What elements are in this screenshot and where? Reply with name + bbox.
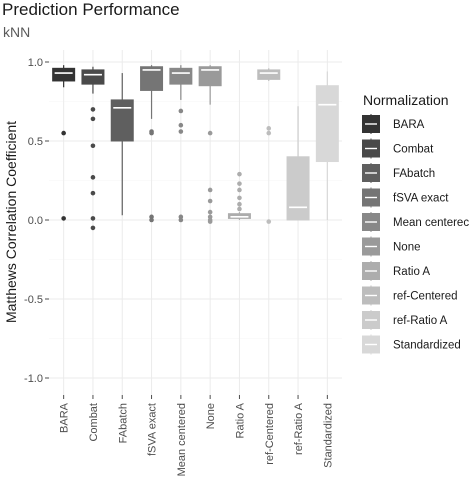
box-iqr [110, 99, 134, 142]
legend-item: FAbatch [362, 163, 435, 183]
legend-label: None [393, 242, 421, 254]
outlier-point [237, 171, 242, 177]
y-tick-label: -1.0 [24, 373, 43, 385]
outlier-point [207, 187, 213, 193]
x-axis-ticks: BARA Combat FAbatch fSVA exact Mean centered… [59, 395, 334, 476]
box-iqr [169, 67, 193, 85]
x-tick-label: FAbatch [117, 403, 129, 443]
box-ratio-a [227, 171, 251, 220]
box-ref-centered [257, 68, 281, 224]
box-combat [81, 66, 105, 231]
outlier-point [90, 143, 96, 149]
outlier-point [237, 195, 242, 201]
legend-label: FAbatch [393, 168, 435, 180]
box-iqr [286, 156, 310, 221]
outlier-point [178, 129, 184, 134]
box-fsva-exact [140, 65, 164, 223]
box-ref-ratio-a [286, 106, 310, 221]
box-iqr [52, 67, 76, 82]
box-iqr [81, 69, 105, 85]
outlier-point [61, 216, 66, 221]
legend-item: BARA [362, 114, 425, 134]
y-axis-label: Matthews Correlation Coefficient [3, 121, 19, 323]
x-tick-label: None [205, 403, 217, 429]
outlier-point [90, 116, 96, 122]
legend-item: ref-Centered [362, 285, 458, 306]
x-tick-label: fSVA exact [147, 403, 159, 456]
box-none [198, 65, 222, 224]
outlier-point [207, 214, 213, 220]
y-tick-label: 0.0 [28, 215, 43, 227]
outlier-point [178, 122, 184, 128]
outlier-point [207, 130, 213, 136]
x-tick-label: BARA [59, 402, 71, 433]
outlier-point [90, 216, 96, 221]
y-axis-ticks: 1.0 0.5 0.0 -0.5 -1.0 [24, 57, 49, 385]
legend-item: None [362, 236, 421, 257]
outlier-point [207, 198, 213, 204]
box-bara [52, 65, 76, 221]
legend-label: Standardized [393, 340, 461, 352]
legend-item: Combat [362, 138, 434, 159]
legend-label: Mean centerec [393, 217, 469, 229]
legend-label: Combat [393, 144, 434, 156]
outlier-point [90, 225, 96, 231]
outlier-point [266, 130, 272, 136]
outlier-point [207, 219, 213, 224]
legend-item: Standardized [362, 334, 461, 355]
legend-item: ref-Ratio A [362, 310, 448, 330]
x-tick-label: Ratio A [234, 402, 246, 438]
outlier-point [149, 214, 154, 220]
y-tick-label: 0.5 [28, 136, 43, 148]
outlier-point [90, 175, 96, 180]
outlier-point [207, 209, 213, 215]
box-iqr [315, 85, 339, 163]
outlier-point [149, 217, 154, 223]
legend-item: Ratio A [362, 261, 430, 281]
plot-panel [49, 50, 342, 395]
outlier-point [237, 201, 242, 207]
legend: BARA Combat FAbatch fSVA exact Mean centerec… [362, 114, 469, 355]
x-tick-label: ref-Ratio A [293, 402, 305, 455]
outlier-point [237, 187, 242, 193]
outlier-point [237, 181, 242, 186]
chart-subtitle: kNN [3, 24, 30, 40]
outlier-point [178, 108, 184, 114]
outlier-point [266, 219, 272, 224]
y-tick-label: 1.0 [28, 57, 43, 69]
legend-label: fSVA exact [393, 193, 449, 205]
outlier-point [90, 190, 96, 196]
box-fabatch [110, 73, 134, 216]
legend-label: Ratio A [393, 266, 430, 278]
box-standardized [315, 71, 339, 220]
box-iqr [198, 66, 222, 87]
x-tick-label: Mean centered [176, 403, 188, 476]
outlier-point [61, 130, 66, 136]
x-tick-label: Combat [88, 403, 100, 442]
outlier-point [178, 214, 184, 220]
y-tick-label: -0.5 [24, 294, 43, 306]
legend-title: Normalization [363, 92, 449, 108]
legend-item: fSVA exact [362, 187, 449, 208]
boxplot-series [52, 65, 339, 231]
legend-label: BARA [393, 119, 425, 131]
outlier-point [237, 206, 242, 212]
chart-title: Prediction Performance [2, 0, 180, 19]
x-tick-label: ref-Centered [264, 403, 276, 465]
box-iqr [257, 69, 281, 80]
box-iqr [140, 66, 164, 91]
outlier-point [149, 130, 154, 136]
legend-label: ref-Ratio A [393, 315, 448, 327]
legend-item: Mean centerec [362, 212, 469, 232]
outlier-point [90, 107, 96, 112]
box-mean-centered [169, 65, 193, 223]
outlier-point [266, 126, 272, 131]
legend-label: ref-Centered [393, 291, 458, 303]
outlier-point [178, 217, 184, 223]
x-tick-label: Standardized [322, 403, 334, 468]
